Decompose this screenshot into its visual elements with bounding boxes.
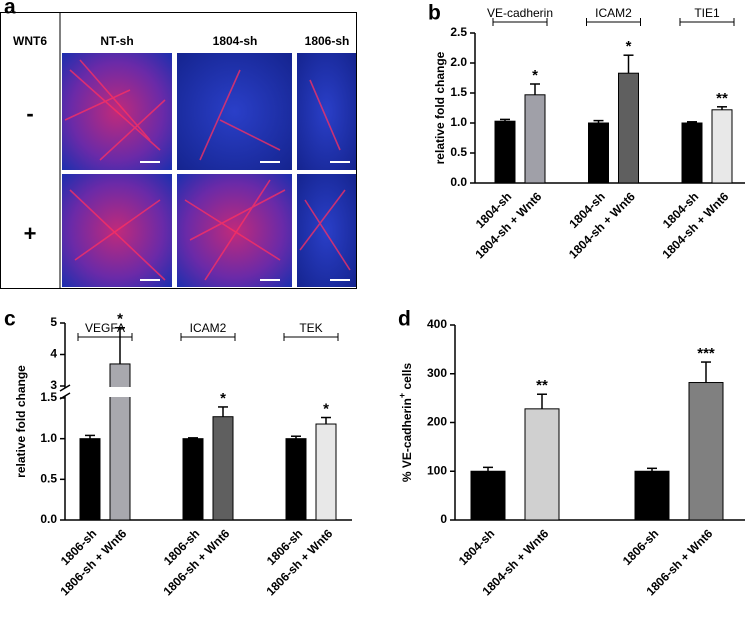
column-label: NT-sh	[100, 34, 133, 48]
y-tick-label: 0.5	[40, 472, 57, 486]
group-label: TEK	[299, 321, 322, 335]
row-header: WNT6	[13, 34, 47, 48]
significance: *	[626, 38, 632, 55]
bar	[588, 122, 609, 184]
row-label: -	[26, 101, 33, 126]
column-label: 1804-sh	[213, 34, 258, 48]
bar	[212, 416, 234, 521]
y-tick-label: 5	[50, 315, 57, 329]
y-tick-label: 1.0	[40, 431, 57, 445]
y-tick-label: 1.5	[40, 390, 57, 404]
y-tick-label: 100	[427, 463, 447, 477]
bar	[470, 470, 506, 521]
group-bracket	[586, 18, 641, 26]
group-label: ICAM2	[595, 6, 632, 20]
x-tick-label: 1804-sh	[456, 526, 498, 568]
y-tick-label: 300	[427, 366, 447, 380]
group-bracket	[77, 333, 133, 341]
group-label: VE-cadherin	[487, 6, 553, 20]
bar	[182, 438, 204, 521]
group-bracket	[679, 18, 735, 26]
bar	[285, 438, 307, 521]
y-tick-label: 3	[50, 378, 57, 392]
row-label: +	[24, 221, 37, 246]
significance: **	[536, 377, 548, 394]
micrograph	[297, 174, 356, 287]
y-tick-label: 2.5	[450, 25, 467, 39]
significance: ***	[697, 345, 715, 362]
panel-frame	[0, 12, 357, 289]
column-label: 1806-sh	[305, 34, 350, 48]
y-tick-label: 0.5	[450, 145, 467, 159]
y-tick-label: 0	[440, 512, 447, 526]
panel-label: c	[4, 308, 16, 331]
label-part: +	[397, 393, 407, 398]
y-tick-label: 2.0	[450, 55, 467, 69]
x-tick-label: 1806-sh	[620, 526, 662, 568]
y-tick-label: 0.0	[40, 512, 57, 526]
y-tick-label: 200	[427, 415, 447, 429]
group-bracket	[492, 18, 548, 26]
y-axis-label: relative fold change	[14, 365, 28, 478]
y-tick-label: 1.5	[450, 85, 467, 99]
label-part: cells	[400, 363, 414, 393]
group-bracket	[283, 333, 339, 341]
group-label: ICAM2	[190, 321, 227, 335]
bar	[494, 120, 516, 184]
bar	[618, 72, 639, 184]
significance: *	[117, 311, 123, 328]
bar	[79, 438, 101, 521]
bar	[711, 109, 733, 184]
label-part: % VE-cadherin	[400, 398, 414, 482]
y-tick-label: 1.0	[450, 115, 467, 129]
bar	[315, 423, 337, 521]
y-tick-label: 4	[50, 347, 57, 361]
bar	[524, 94, 546, 184]
significance: *	[323, 400, 329, 417]
scale-bars	[140, 161, 350, 281]
bar	[681, 122, 703, 184]
cell-fibers	[64, 59, 351, 281]
bar	[524, 408, 560, 521]
micrograph	[177, 53, 292, 170]
break-gap	[109, 387, 131, 397]
y-axis-label: % VE-cadherin+ cells	[397, 363, 414, 483]
significance: *	[220, 390, 226, 407]
panel-label: b	[428, 2, 441, 25]
micrograph	[297, 53, 356, 170]
panel-label: a	[4, 0, 16, 19]
y-axis-label: relative fold change	[433, 51, 447, 164]
micrographs	[62, 53, 356, 287]
group-bracket	[180, 333, 236, 341]
group-label: VEGFA	[85, 321, 125, 335]
bar	[634, 470, 670, 521]
y-tick-label: 400	[427, 317, 447, 331]
significance: **	[716, 90, 728, 107]
significance: *	[532, 67, 538, 84]
panel-label: d	[398, 308, 411, 331]
group-label: TIE1	[694, 6, 720, 20]
y-tick-label: 0.0	[450, 175, 467, 189]
panel-a: a WNT6 NT-sh 1804-sh 1806-sh - +	[0, 0, 357, 289]
bar	[688, 382, 724, 521]
